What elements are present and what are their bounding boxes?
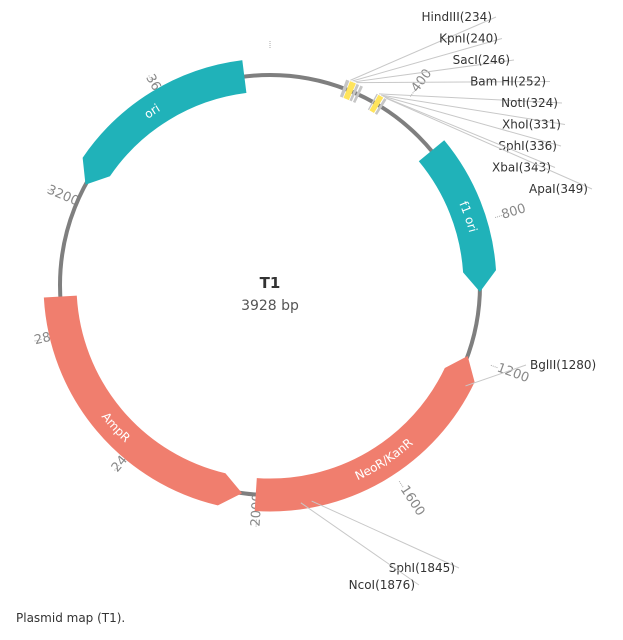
tick-mark [490, 364, 499, 369]
site-leader-line [356, 81, 551, 84]
site-label-ncoi-1876: NcoI(1876) [349, 578, 415, 592]
site-label-kpni-240: KpnI(240) [439, 32, 498, 46]
plasmid-map: 4008001200160020002400280032003600 orif1… [33, 10, 596, 592]
plasmid-name: T1 [260, 274, 281, 292]
tick-mark [46, 188, 55, 193]
tick-marks: 4008001200160020002400280032003600 [33, 41, 531, 528]
tick-label: 800 [500, 201, 528, 222]
site-leader-line [386, 97, 593, 190]
mcs-highlight-box [369, 94, 384, 114]
site-label-bglii-1280: BglII(1280) [530, 358, 596, 372]
site-label-sphi-336: SphI(336) [498, 139, 557, 153]
mcs-box [367, 93, 378, 111]
feature-f1-ori-arrow [418, 140, 497, 292]
tick-mark [33, 338, 42, 342]
site-leader-line [381, 94, 566, 125]
site-leader-line [354, 59, 515, 83]
mcs-box [352, 85, 363, 103]
mcs-box [349, 83, 360, 102]
site-leader-line [378, 93, 563, 104]
site-label-bam-hi-252: Bam HI(252) [470, 75, 546, 89]
feature-ori-arrow [82, 60, 247, 185]
site-leader-line [382, 95, 562, 147]
tick-mark [494, 214, 503, 219]
mcs-highlight-box [343, 81, 356, 101]
site-label-hindiii-234: HindIII(234) [422, 10, 492, 24]
figure-caption: Plasmid map (T1). [16, 611, 126, 625]
tick-mark [147, 74, 153, 82]
site-label-apai-349: ApaI(349) [529, 182, 588, 196]
site-leader-line [300, 502, 420, 586]
tick-mark [113, 464, 120, 472]
restriction-sites: HindIII(234) KpnI(240) SacI(246) Bam HI(252… [300, 10, 596, 592]
tick-label: 1200 [495, 361, 531, 386]
site-label-sphi-1845: SphI(1845) [389, 561, 455, 575]
mcs-box [374, 98, 387, 115]
tick-label: 1600 [397, 483, 428, 519]
site-leader-line [352, 38, 503, 82]
cloning-site-boxes [339, 79, 387, 115]
feature-neor-kanr-arrow [254, 356, 475, 512]
tick-mark [398, 481, 405, 489]
site-leader-line [465, 364, 527, 387]
site-label-xhoi-331: XhoI(331) [502, 118, 561, 132]
site-leader-line [350, 16, 497, 81]
tick-mark [409, 89, 416, 97]
site-label-saci-246: SacI(246) [453, 53, 510, 67]
mcs-box [339, 79, 350, 98]
site-leader-line [384, 96, 556, 168]
site-leader-line [311, 500, 460, 569]
feature-ampr-arrow [43, 295, 242, 506]
plasmid-size: 3928 bp [241, 298, 299, 314]
site-label-noti-324: NotI(324) [501, 96, 558, 110]
